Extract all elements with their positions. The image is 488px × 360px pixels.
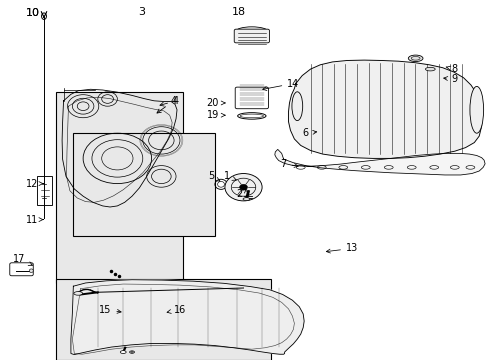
- Text: 3: 3: [138, 6, 145, 17]
- Text: 20: 20: [206, 98, 224, 108]
- Polygon shape: [288, 60, 481, 158]
- Text: 13: 13: [325, 243, 358, 253]
- Text: 8: 8: [445, 64, 457, 74]
- FancyBboxPatch shape: [234, 29, 269, 43]
- Ellipse shape: [236, 27, 267, 36]
- Ellipse shape: [74, 292, 82, 295]
- Ellipse shape: [129, 351, 134, 354]
- Ellipse shape: [291, 92, 302, 121]
- Ellipse shape: [29, 269, 33, 273]
- Text: 15: 15: [99, 305, 121, 315]
- Circle shape: [239, 184, 247, 190]
- Text: 6: 6: [302, 128, 316, 138]
- Ellipse shape: [120, 351, 126, 354]
- FancyBboxPatch shape: [73, 133, 215, 236]
- Polygon shape: [274, 149, 484, 175]
- Text: 4: 4: [157, 96, 176, 113]
- Ellipse shape: [243, 198, 249, 201]
- Text: 10: 10: [26, 8, 40, 18]
- Text: 9: 9: [443, 74, 457, 84]
- Text: 12: 12: [25, 179, 43, 189]
- Circle shape: [224, 174, 262, 201]
- FancyBboxPatch shape: [10, 263, 33, 276]
- Ellipse shape: [407, 55, 422, 62]
- Text: 2: 2: [236, 189, 246, 199]
- Text: 18: 18: [231, 6, 245, 17]
- Text: 5: 5: [208, 171, 220, 181]
- FancyBboxPatch shape: [235, 87, 268, 109]
- FancyBboxPatch shape: [56, 279, 271, 360]
- Text: 14: 14: [262, 78, 299, 90]
- Text: 1: 1: [224, 171, 236, 181]
- Text: 17: 17: [13, 254, 32, 265]
- Polygon shape: [71, 280, 304, 355]
- Ellipse shape: [469, 86, 483, 133]
- Text: 19: 19: [206, 110, 224, 120]
- Text: 10: 10: [26, 8, 40, 18]
- Text: 16: 16: [167, 305, 186, 315]
- Text: 7: 7: [280, 159, 298, 169]
- FancyBboxPatch shape: [37, 176, 52, 205]
- Text: 11: 11: [25, 215, 43, 225]
- Text: 4: 4: [160, 96, 179, 106]
- FancyBboxPatch shape: [56, 92, 183, 283]
- Ellipse shape: [425, 67, 434, 71]
